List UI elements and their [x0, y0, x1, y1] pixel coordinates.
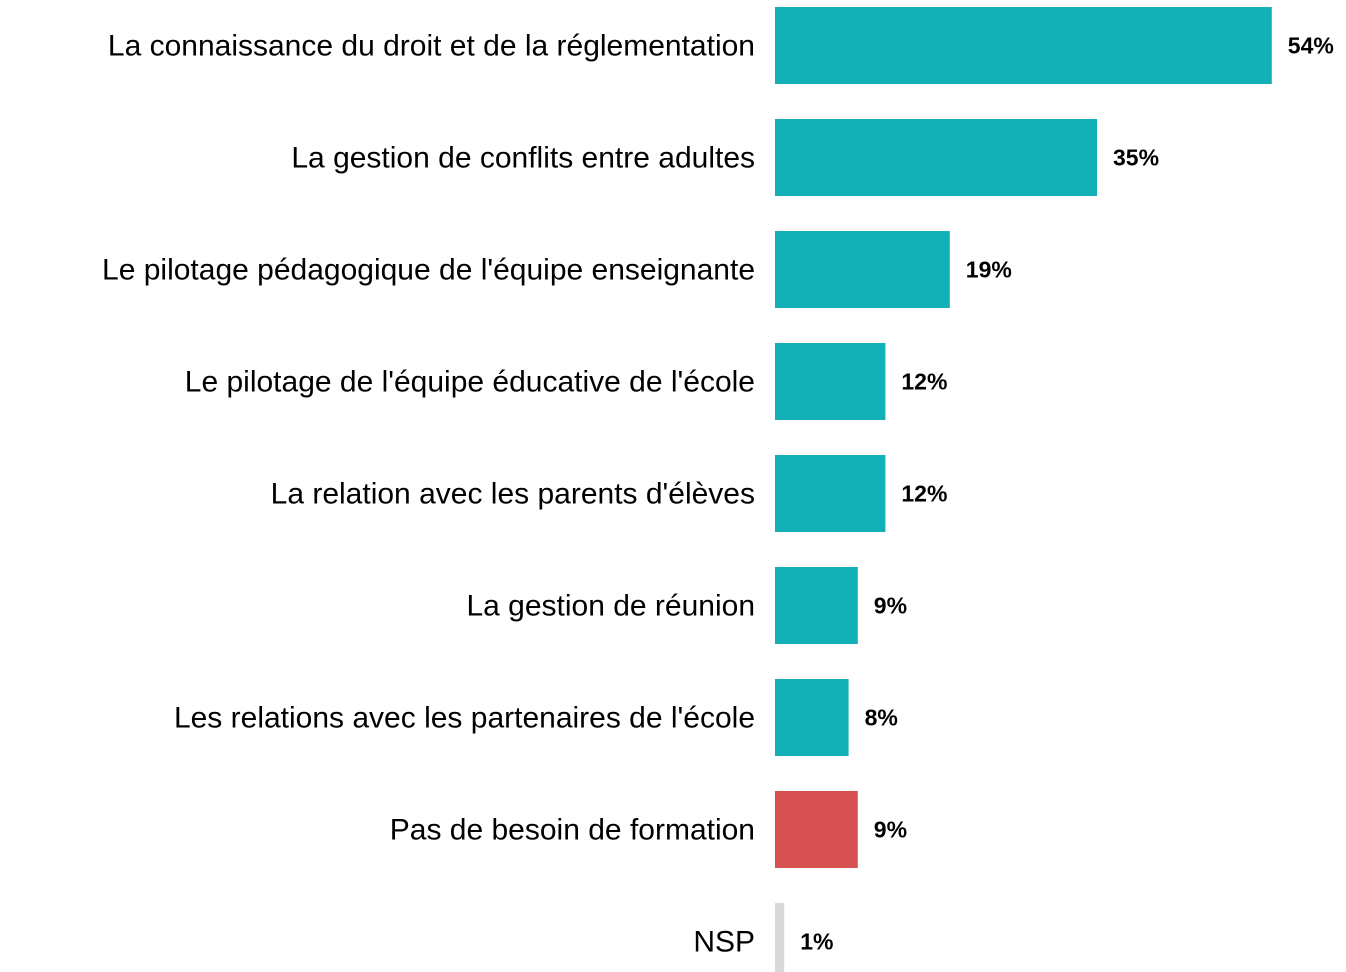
category-label: Les relations avec les partenaires de l'…: [174, 701, 755, 734]
bar: [775, 679, 849, 756]
bar: [775, 7, 1272, 84]
bar: [775, 903, 785, 972]
value-label: 12%: [901, 369, 947, 395]
value-label: 54%: [1288, 33, 1334, 59]
bar: [775, 567, 858, 644]
category-label: NSP: [693, 925, 755, 958]
value-label: 1%: [800, 929, 833, 955]
value-label: 35%: [1113, 145, 1159, 171]
bar: [775, 791, 858, 868]
category-label: Pas de besoin de formation: [390, 813, 755, 846]
value-label: 12%: [901, 481, 947, 507]
category-label: La gestion de réunion: [466, 589, 755, 622]
value-label: 9%: [874, 817, 907, 843]
bar: [775, 231, 950, 308]
bar: [775, 119, 1097, 196]
category-label: Le pilotage de l'équipe éducative de l'é…: [185, 365, 755, 398]
category-label: La relation avec les parents d'élèves: [271, 477, 755, 510]
bar: [775, 343, 886, 420]
category-label: La connaissance du droit et de la réglem…: [108, 29, 755, 62]
bar: [775, 455, 886, 532]
category-label: Le pilotage pédagogique de l'équipe ense…: [102, 253, 755, 286]
value-label: 8%: [865, 705, 898, 731]
category-label: La gestion de conflits entre adultes: [291, 141, 755, 174]
value-label: 9%: [874, 593, 907, 619]
value-label: 19%: [966, 257, 1012, 283]
